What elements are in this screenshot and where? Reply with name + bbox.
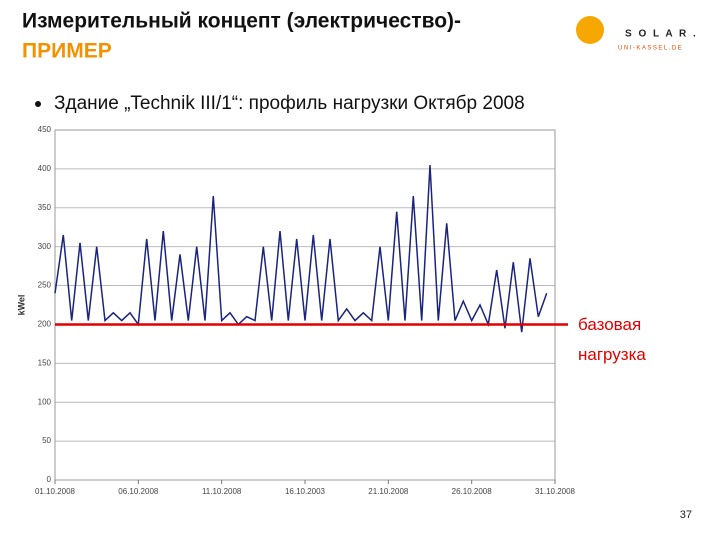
y-tick-label: 50 xyxy=(42,436,51,445)
bullet-text: Здание „Technik III/1“: профиль нагрузки… xyxy=(54,93,525,114)
y-tick-label: 0 xyxy=(47,475,52,484)
y-tick-label: 300 xyxy=(38,242,52,251)
bullet-dot xyxy=(35,101,41,107)
x-tick-label: 01.10.2008 xyxy=(35,487,76,496)
x-tick-label: 21.10.2008 xyxy=(368,487,409,496)
y-tick-label: 250 xyxy=(38,281,52,290)
y-tick-label: 100 xyxy=(38,397,52,406)
x-tick-label: 06.10.2008 xyxy=(118,487,159,496)
x-tick-label: 16.10.2003 xyxy=(285,487,326,496)
load-line xyxy=(54,164,548,333)
slide-title: Измерительный концепт (электричество)- xyxy=(22,10,461,33)
x-tick-label: 31.10.2008 xyxy=(535,487,576,496)
x-tick-label: 26.10.2008 xyxy=(452,487,493,496)
slide-subtitle: ПРИМЕР xyxy=(22,40,112,63)
logo: S O L A R . xyxy=(625,29,698,40)
y-tick-label: 200 xyxy=(38,320,52,329)
y-axis-label: kWel xyxy=(16,295,26,316)
x-tick-label: 11.10.2008 xyxy=(202,487,242,496)
base-load-label: базовая xyxy=(578,315,641,334)
y-tick-label: 150 xyxy=(38,358,52,367)
y-tick-label: 350 xyxy=(38,203,52,212)
logo-sub: UNI-KASSEL.DE xyxy=(618,46,683,52)
y-tick-label: 450 xyxy=(38,125,52,134)
base-load-label: нагрузка xyxy=(578,345,646,364)
y-tick-label: 400 xyxy=(38,164,52,173)
page-number: 37 xyxy=(680,509,692,521)
logo-sun xyxy=(576,16,604,44)
